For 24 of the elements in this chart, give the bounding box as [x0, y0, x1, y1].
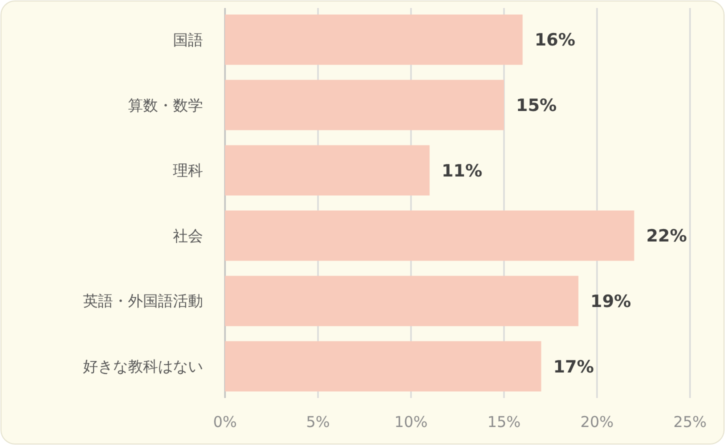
bar — [225, 276, 578, 326]
y-tick-label: 理科 — [173, 162, 203, 180]
bar — [225, 341, 542, 392]
bar — [225, 145, 430, 196]
data-label: 16% — [534, 30, 576, 51]
data-label: 15% — [516, 96, 557, 116]
data-label: 11% — [442, 161, 482, 182]
x-tick-label: 0% — [213, 413, 237, 431]
y-tick-label: 英語・外国語活動 — [83, 292, 203, 310]
data-label: 19% — [590, 292, 632, 312]
bar — [225, 14, 523, 65]
x-tick-label: 25% — [673, 413, 707, 431]
data-label: 17% — [553, 357, 594, 378]
y-tick-label: 算数・数学 — [128, 96, 203, 114]
x-tick-label: 5% — [306, 413, 330, 431]
y-tick-label: 社会 — [173, 226, 203, 245]
y-tick-label: 国語 — [173, 30, 203, 49]
x-tick-label: 10% — [394, 413, 428, 431]
x-tick-label: 15% — [487, 413, 521, 431]
x-tick-label: 20% — [580, 413, 614, 431]
bar — [225, 210, 634, 261]
y-tick-label: 好きな教科はない — [83, 358, 203, 376]
bar — [225, 80, 504, 130]
data-label: 22% — [646, 226, 687, 247]
